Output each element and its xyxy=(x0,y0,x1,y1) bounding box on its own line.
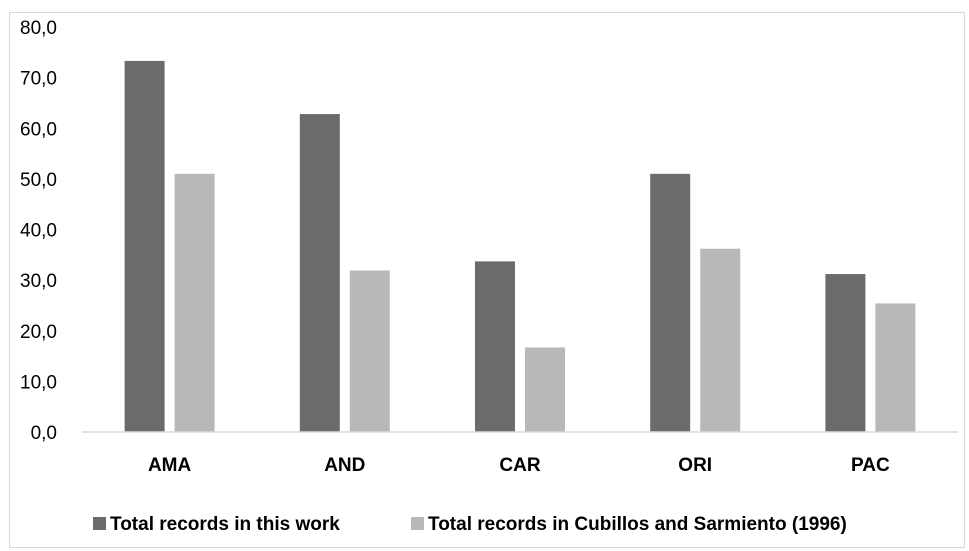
y-tick-label: 70,0 xyxy=(20,69,57,90)
y-tick-label: 10,0 xyxy=(20,372,57,393)
bar-ama-series-1 xyxy=(124,60,165,432)
y-tick-label: 50,0 xyxy=(20,170,57,191)
bars xyxy=(124,60,916,432)
x-category-label: AND xyxy=(324,455,365,476)
bar-ori-series-2 xyxy=(700,248,741,432)
bar-and-series-2 xyxy=(349,270,390,432)
y-tick-label: 20,0 xyxy=(20,322,57,343)
legend: Total records in this work Total records … xyxy=(93,514,847,535)
bar-ori-series-1 xyxy=(650,173,691,432)
legend-swatch-series-2 xyxy=(411,517,424,530)
y-tick-label: 60,0 xyxy=(20,119,57,140)
bar-pac-series-1 xyxy=(825,274,866,432)
legend-swatch-series-1 xyxy=(93,517,106,530)
bar-car-series-2 xyxy=(525,347,565,432)
y-axis-ticks: 0,0 10,0 20,0 30,0 40,0 50,0 60,0 70,0 80,0 xyxy=(20,18,57,444)
bar-ama-series-2 xyxy=(174,173,215,432)
y-tick-label: 40,0 xyxy=(20,221,57,242)
x-category-label: CAR xyxy=(499,455,540,476)
y-tick-label: 0,0 xyxy=(31,423,57,444)
x-category-label: ORI xyxy=(678,455,712,476)
y-tick-label: 30,0 xyxy=(20,271,57,292)
bar-pac-series-2 xyxy=(875,303,916,432)
x-category-label: AMA xyxy=(148,455,192,476)
x-category-label: PAC xyxy=(851,455,890,476)
bar-car-series-1 xyxy=(475,261,515,432)
bar-and-series-1 xyxy=(299,114,340,432)
y-tick-label: 80,0 xyxy=(20,18,57,39)
legend-label-series-1: Total records in this work xyxy=(110,514,340,535)
legend-label-series-2: Total records in Cubillos and Sarmiento … xyxy=(428,514,847,535)
x-axis-category-labels: AMA AND CAR ORI PAC xyxy=(148,455,890,476)
